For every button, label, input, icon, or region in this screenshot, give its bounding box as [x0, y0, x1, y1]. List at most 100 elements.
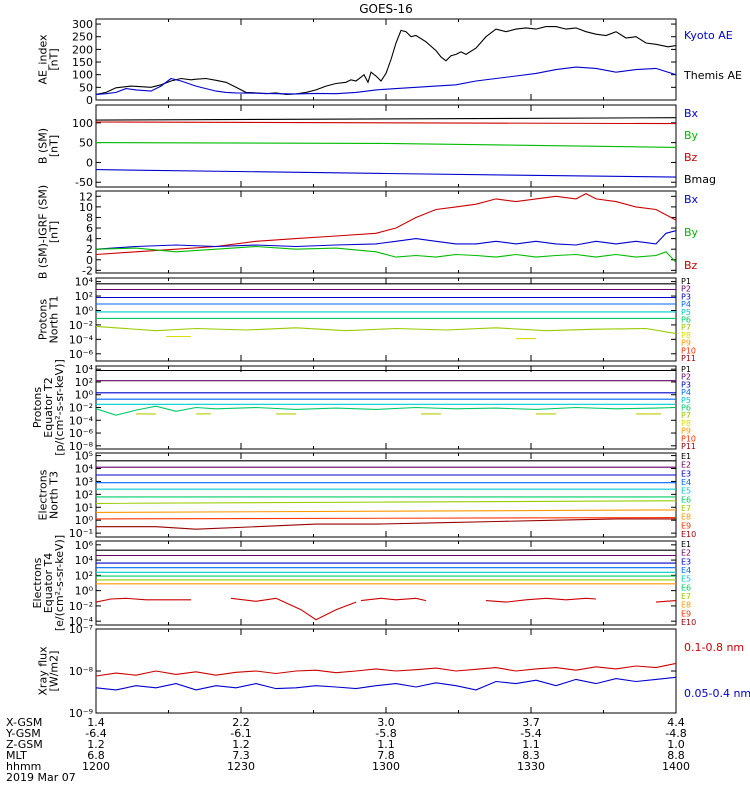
x-axis-row-label: Z-GSM	[6, 738, 43, 751]
x-axis-row-label: hhmm	[6, 760, 41, 773]
y-axis-label: North T3	[48, 471, 61, 519]
y-tick-label: 10²	[75, 290, 93, 303]
legend-entry: E2	[681, 549, 691, 558]
series-segment	[485, 597, 597, 603]
x-axis-value: 8.8	[667, 749, 685, 762]
legend-entry: E3	[681, 469, 691, 478]
legend-entry: P4	[681, 388, 691, 397]
y-axis-label: [nT]	[48, 135, 61, 157]
x-axis-value: 1300	[372, 760, 400, 773]
legend-entry: E9	[681, 521, 691, 530]
y-tick-label: 150	[72, 56, 93, 69]
legend-entry: E8	[681, 513, 691, 522]
x-axis-value: -5.4	[520, 727, 541, 740]
y-axis-label: [p/(cm²-s-sr-keV)]	[53, 359, 66, 456]
series-segment	[230, 597, 277, 602]
series-segment	[275, 597, 357, 621]
y-tick-label: 10⁰	[75, 389, 94, 402]
y-axis-label: North T1	[48, 296, 61, 344]
y-tick-label: -50	[75, 176, 93, 189]
series-line	[96, 26, 676, 95]
panel-frame	[95, 190, 677, 274]
y-tick-label: 100	[72, 117, 93, 130]
x-axis-value: 1.2	[87, 738, 105, 751]
legend-entry: P5	[681, 308, 691, 317]
y-tick-label: 300	[72, 18, 93, 31]
y-axis-label: Equator T2	[42, 377, 55, 437]
panel-frame	[95, 628, 677, 714]
series-line	[96, 676, 676, 691]
y-tick-label: 10¹	[75, 501, 93, 514]
legend-entry: Themis AE	[683, 69, 742, 82]
y-tick-label: 0	[86, 254, 93, 267]
y-tick-label: 10⁻⁸	[69, 440, 94, 453]
y-tick-label: 100	[72, 69, 93, 82]
legend-entry: P9	[681, 339, 691, 348]
y-tick-label: 10²	[75, 569, 93, 582]
series-line	[96, 509, 676, 513]
y-tick-label: 10⁻⁴	[69, 414, 94, 427]
legend-entry: E4	[681, 478, 691, 487]
legend-entry: P11	[681, 354, 696, 363]
y-tick-label: 10⁻⁷	[69, 623, 93, 636]
y-axis-label: B (SM)-IGRF (SM)	[37, 185, 50, 279]
legend-entry: P11	[681, 442, 696, 451]
x-axis-value: 3.7	[522, 716, 540, 729]
x-axis-row-label: Y-GSM	[5, 727, 41, 740]
legend-entry: E10	[681, 618, 696, 627]
legend-entry: E1	[681, 452, 691, 461]
y-axis-label: [nT]	[48, 221, 61, 243]
legend-entry: E7	[681, 504, 691, 513]
x-axis-value: 4.4	[667, 716, 685, 729]
x-axis-row-label: X-GSM	[6, 716, 42, 729]
series-line	[96, 142, 676, 148]
series-line	[96, 662, 676, 677]
x-axis-value: 3.0	[377, 716, 395, 729]
y-tick-label: 2	[86, 243, 93, 256]
series-line	[96, 121, 676, 125]
legend-entry: P6	[681, 316, 691, 325]
x-axis-value: 1.0	[667, 738, 685, 751]
y-tick-label: 250	[72, 31, 93, 44]
y-tick-label: 10⁻²	[69, 402, 93, 415]
legend-entry: Bx	[684, 107, 699, 120]
y-tick-label: 10⁻⁸	[69, 665, 94, 678]
legend-entry: P3	[681, 292, 691, 301]
series-line	[96, 325, 676, 335]
y-tick-label: 10⁻⁶	[69, 427, 94, 440]
y-tick-label: 50	[79, 137, 93, 150]
y-tick-label: 10⁰	[75, 585, 94, 598]
y-axis-label: Protons	[31, 387, 44, 428]
x-axis-value: 7.3	[232, 749, 250, 762]
legend-entry: Bz	[684, 151, 698, 164]
series-line	[96, 192, 676, 256]
legend-entry: E7	[681, 592, 691, 601]
y-axis-label: [W/m2]	[48, 651, 61, 692]
y-tick-label: 50	[79, 81, 93, 94]
legend-entry: P5	[681, 396, 691, 405]
y-tick-label: 10²	[75, 376, 93, 389]
series-line	[96, 245, 676, 263]
y-tick-label: 10⁴	[75, 276, 94, 289]
legend-entry: E5	[681, 575, 691, 584]
y-tick-label: 10⁻⁴	[69, 615, 94, 628]
y-tick-label: 10⁻¹	[69, 527, 93, 540]
legend-entry: P10	[681, 434, 696, 443]
legend-entry: E2	[681, 461, 691, 470]
x-axis-value: 1.2	[232, 738, 250, 751]
y-tick-label: 10⁻⁹	[69, 707, 93, 720]
x-axis-value: 7.8	[377, 749, 395, 762]
y-tick-label: 10³	[75, 475, 93, 488]
x-axis-value: -4.8	[665, 727, 686, 740]
legend-entry: Kyoto AE	[684, 29, 733, 42]
legend-entry: P2	[681, 285, 691, 294]
series-line	[96, 405, 676, 416]
legend-entry: Bx	[684, 193, 699, 206]
legend-entry: P10	[681, 346, 696, 355]
y-tick-label: 10⁻⁴	[69, 333, 94, 346]
y-tick-label: 10⁻²	[69, 600, 93, 613]
y-axis-label: Equator T4	[42, 553, 55, 613]
x-axis-value: 2.2	[232, 716, 250, 729]
x-axis-value: 1230	[227, 760, 255, 773]
